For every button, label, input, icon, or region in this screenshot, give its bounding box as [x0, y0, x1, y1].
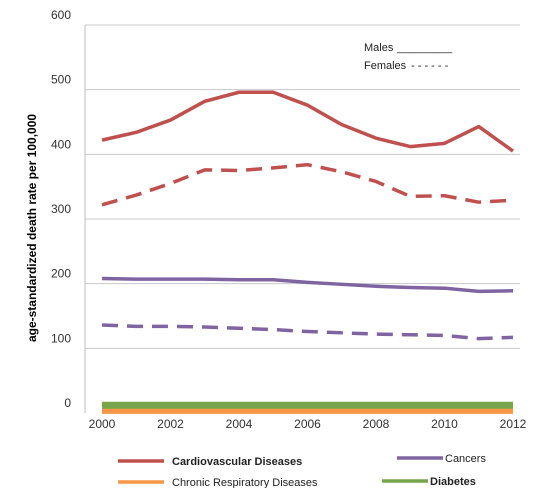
- legend-label: Cardiovascular Diseases: [172, 456, 302, 468]
- series-lines: [101, 90, 515, 414]
- y-axis-label: age-standardized death rate per 100,000: [25, 114, 39, 342]
- y-tick-label: 300: [51, 202, 71, 216]
- x-tick-label: 2008: [363, 417, 390, 431]
- y-tick-label: 0: [64, 396, 71, 410]
- legend-label: Diabetes: [430, 476, 476, 488]
- x-tick-label: 2000: [89, 417, 116, 431]
- y-tick-label: 400: [51, 137, 71, 151]
- series-line: [101, 323, 514, 341]
- legend-label: Cancers: [445, 453, 486, 465]
- gridlines: [85, 24, 520, 349]
- x-tick-labels: 2000 2002 2004 2006 2008 2010 2012: [89, 417, 527, 431]
- y-tick-label: 100: [51, 331, 71, 345]
- y-tick-label: 500: [51, 73, 71, 87]
- males-key-marker: _________: [396, 42, 453, 54]
- series-line: [101, 162, 514, 207]
- x-tick-label: 2006: [294, 417, 321, 431]
- females-key-label: Females: [364, 60, 407, 72]
- males-key-label: Males: [364, 42, 394, 54]
- series-line: [101, 90, 515, 153]
- y-tick-labels: 0 100 200 300 400 500 600: [51, 8, 71, 410]
- x-tick-label: 2002: [157, 417, 184, 431]
- sex-key: Males _________ Females - - - - - -: [364, 42, 453, 72]
- y-tick-label: 200: [51, 267, 71, 281]
- series-line: [101, 276, 514, 294]
- females-key-marker: - - - - - -: [411, 60, 449, 72]
- x-tick-label: 2012: [500, 417, 527, 431]
- legend: Cardiovascular Diseases Cancers Chronic Re…: [118, 453, 486, 488]
- legend-label: Chronic Respiratory Diseases: [172, 477, 318, 488]
- y-tick-label: 600: [51, 8, 71, 22]
- x-tick-label: 2010: [431, 417, 458, 431]
- x-tick-label: 2004: [226, 417, 253, 431]
